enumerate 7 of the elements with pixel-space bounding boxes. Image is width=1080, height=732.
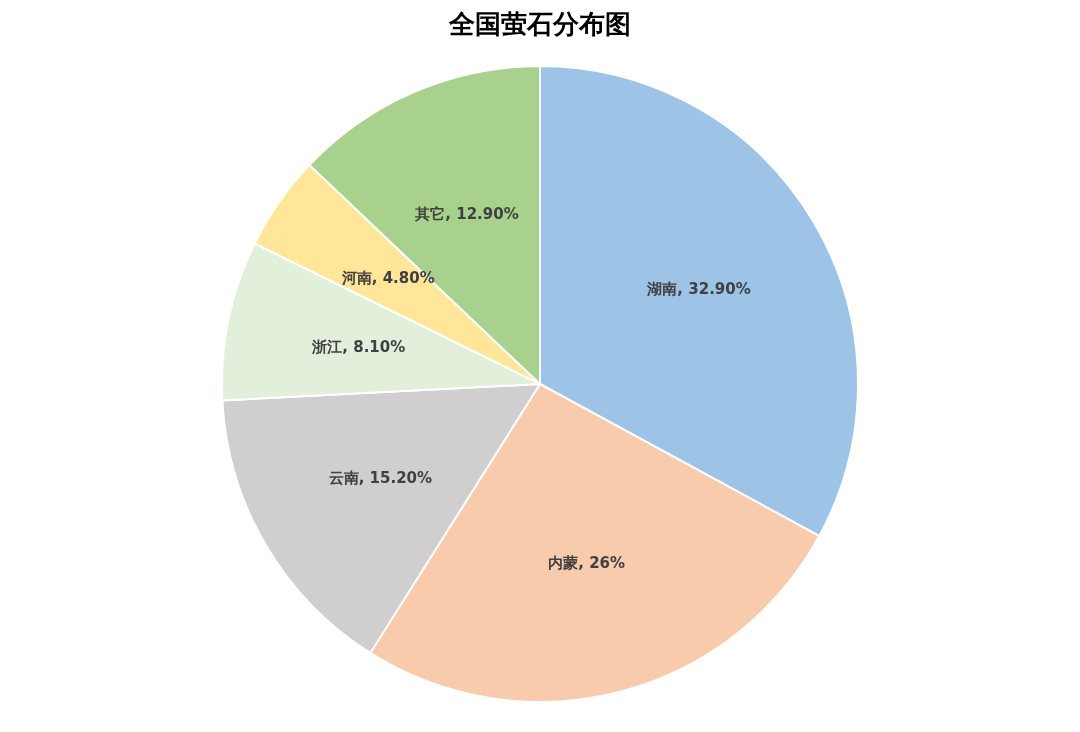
slice-label: 云南, 15.20%	[328, 468, 433, 487]
slice-label: 内蒙, 26%	[548, 554, 626, 573]
slice-label: 浙江, 8.10%	[311, 337, 406, 356]
slice-label: 湖南, 32.90%	[646, 280, 751, 299]
slice-label: 河南, 4.80%	[340, 269, 435, 288]
slice-label: 其它, 12.90%	[414, 205, 519, 224]
chart-title: 全国萤石分布图	[448, 9, 631, 39]
